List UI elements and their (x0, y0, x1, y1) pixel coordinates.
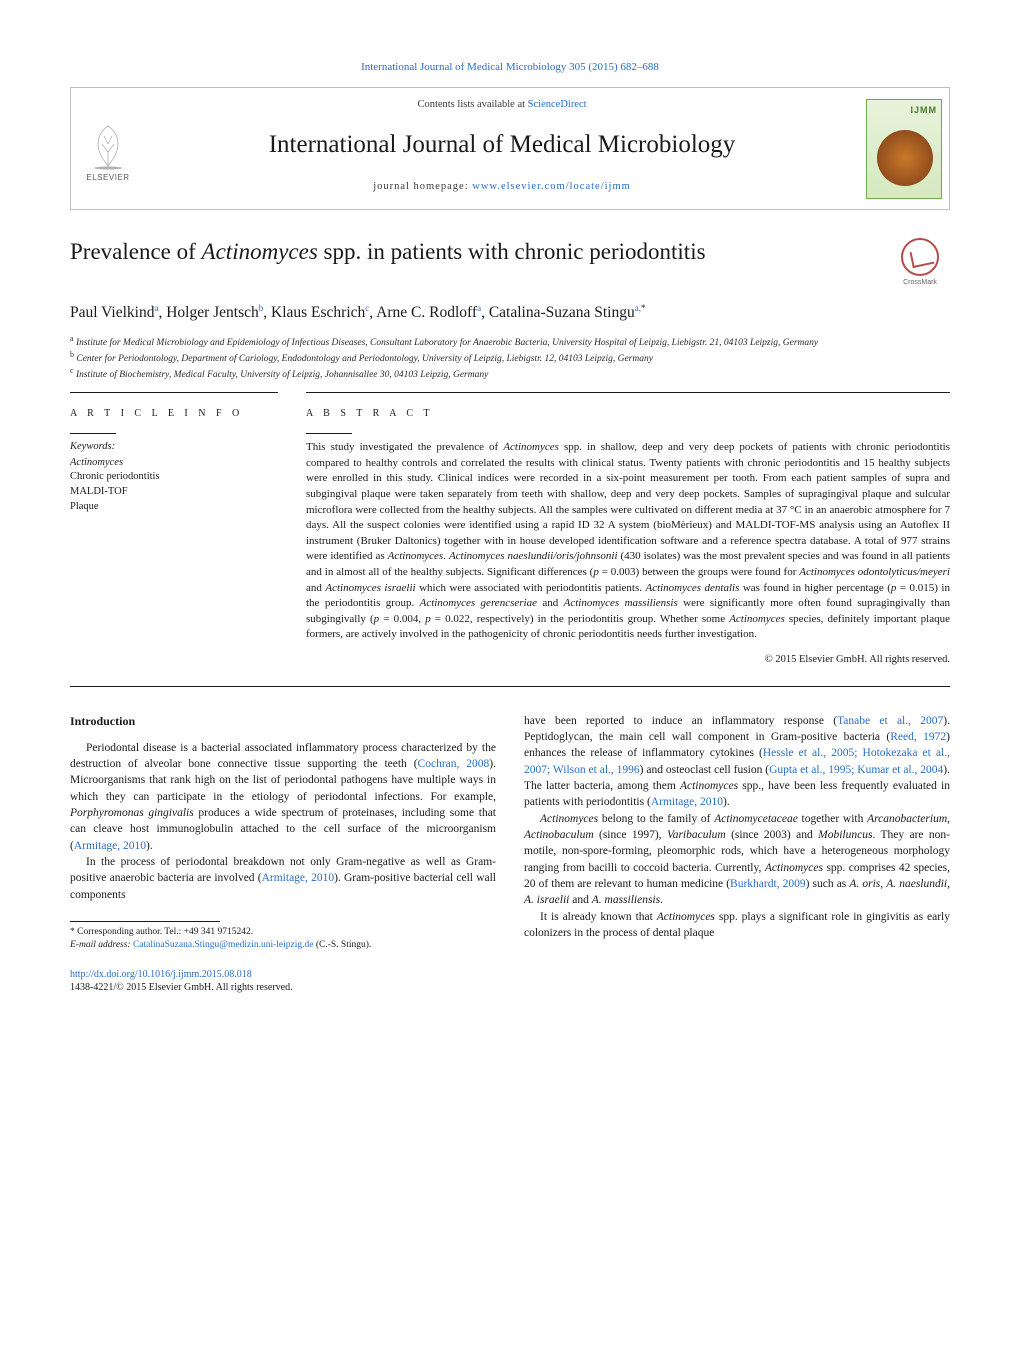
elsevier-logo: ELSEVIER (79, 114, 137, 184)
email-post: (C.-S. Stingu). (313, 940, 371, 950)
body-paragraph: In the process of periodontal breakdown … (70, 854, 496, 903)
doi-link[interactable]: http://dx.doi.org/10.1016/j.ijmm.2015.08… (70, 969, 252, 980)
keyword: MALDI-TOF (70, 485, 278, 500)
footnotes: * Corresponding author. Tel.: +49 341 97… (70, 926, 496, 952)
intro-heading: Introduction (70, 713, 496, 730)
affiliation-b: b Center for Periodontology, Department … (70, 350, 950, 366)
title-em: Actinomyces (202, 239, 318, 264)
body-paragraph: have been reported to induce an inflamma… (524, 713, 950, 811)
keyword: Actinomyces (70, 456, 278, 471)
article-info-column: a r t i c l e i n f o Keywords: Actinomy… (70, 392, 278, 668)
cover-art-icon (877, 130, 933, 186)
divider (70, 433, 116, 434)
corresponding-author: * Corresponding author. Tel.: +49 341 97… (70, 926, 496, 939)
abstract-text: This study investigated the prevalence o… (306, 440, 950, 643)
crossmark-label: CrossMark (890, 278, 950, 288)
elsevier-wordmark: ELSEVIER (86, 172, 129, 183)
abstract-copyright: © 2015 Elsevier GmbH. All rights reserve… (306, 653, 950, 668)
journal-homepage-link[interactable]: www.elsevier.com/locate/ijmm (472, 181, 631, 192)
body-paragraph: Actinomyces belong to the family of Acti… (524, 811, 950, 909)
affiliation-a: a Institute for Medical Microbiology and… (70, 334, 950, 350)
sciencedirect-link[interactable]: ScienceDirect (528, 99, 587, 110)
crossmark-icon (901, 238, 939, 276)
running-head: International Journal of Medical Microbi… (70, 60, 950, 75)
cover-code: IJMM (911, 104, 938, 117)
affiliations: a Institute for Medical Microbiology and… (70, 334, 950, 382)
journal-cover-thumbnail: IJMM (866, 99, 942, 199)
crossmark-widget[interactable]: CrossMark (890, 238, 950, 288)
article-info-heading: a r t i c l e i n f o (70, 407, 278, 421)
abstract-heading: a b s t r a c t (306, 407, 950, 421)
journal-header-box: ELSEVIER Contents lists available at Sci… (70, 87, 950, 209)
keyword: Chronic periodontitis (70, 470, 278, 485)
email-line: E-mail address: CatalinaSuzana.Stingu@me… (70, 939, 496, 952)
body-paragraph: Periodontal disease is a bacterial assoc… (70, 740, 496, 854)
affiliation-c: c Institute of Biochemistry, Medical Fac… (70, 366, 950, 382)
journal-header-center: Contents lists available at ScienceDirec… (145, 88, 859, 208)
journal-name: International Journal of Medical Microbi… (153, 127, 851, 162)
abstract-column: a b s t r a c t This study investigated … (306, 392, 950, 668)
title-pre: Prevalence of (70, 239, 202, 264)
article-title: Prevalence of Actinomyces spp. in patien… (70, 238, 878, 267)
body-right-column: have been reported to induce an inflamma… (524, 713, 950, 995)
section-divider (70, 686, 950, 687)
keywords-list: Actinomyces Chronic periodontitis MALDI-… (70, 456, 278, 515)
footnote-rule (70, 921, 220, 922)
body-left-column: Introduction Periodontal disease is a ba… (70, 713, 496, 995)
contents-pre: Contents lists available at (417, 99, 527, 110)
keyword: Plaque (70, 500, 278, 515)
journal-homepage-line: journal homepage: www.elsevier.com/locat… (153, 180, 851, 195)
journal-cover-cell: IJMM (859, 88, 949, 208)
divider (306, 433, 352, 434)
authors-line: Paul Vielkinda, Holger Jentschb, Klaus E… (70, 302, 950, 325)
issn-copyright: 1438-4221/© 2015 Elsevier GmbH. All righ… (70, 981, 496, 995)
doi-block: http://dx.doi.org/10.1016/j.ijmm.2015.08… (70, 968, 496, 995)
keywords-label: Keywords: (70, 440, 278, 455)
contents-available-line: Contents lists available at ScienceDirec… (153, 98, 851, 113)
running-head-link[interactable]: International Journal of Medical Microbi… (361, 61, 659, 73)
corresponding-email-link[interactable]: CatalinaSuzana.Stingu@medizin.uni-leipzi… (133, 940, 314, 950)
elsevier-tree-icon (84, 122, 132, 170)
publisher-logo-cell: ELSEVIER (71, 88, 145, 208)
homepage-pre: journal homepage: (373, 181, 472, 192)
title-post: spp. in patients with chronic periodonti… (318, 239, 706, 264)
email-label: E-mail address: (70, 940, 133, 950)
body-paragraph: It is already known that Actinomyces spp… (524, 909, 950, 942)
